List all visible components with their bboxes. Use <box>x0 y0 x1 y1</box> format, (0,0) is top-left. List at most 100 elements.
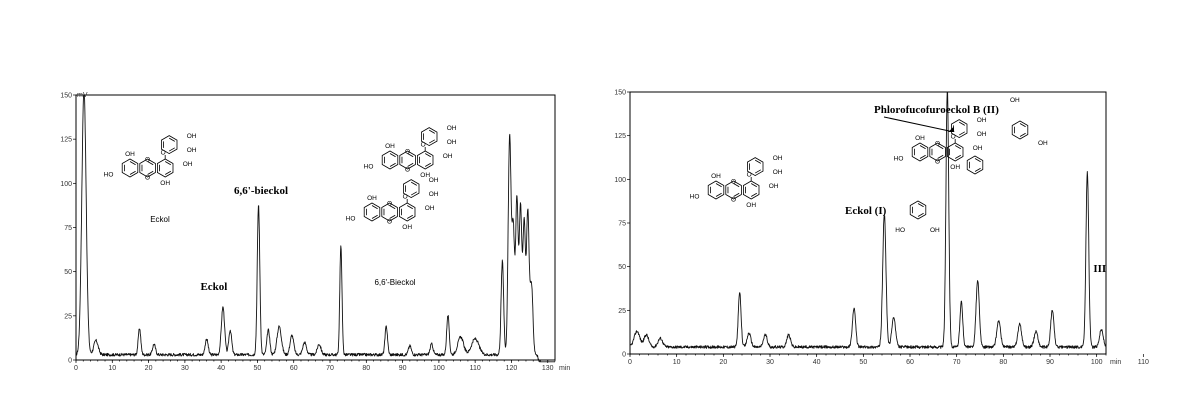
ho-label: HO <box>895 227 905 234</box>
benzene-ring <box>747 157 764 177</box>
chromatogram-trace <box>75 94 556 363</box>
double-bond <box>407 162 414 167</box>
ho-label: HO <box>690 193 700 200</box>
double-bond <box>410 191 417 196</box>
hydroxyl-label: OH <box>187 147 197 154</box>
double-bond <box>937 154 944 159</box>
hydroxyl-label: OH <box>977 131 987 138</box>
oxygen-atom: O <box>951 134 956 141</box>
double-bond <box>406 205 413 210</box>
benzene-ring <box>707 180 725 200</box>
double-bond <box>407 153 414 158</box>
hydroxyl-label: OH <box>773 155 783 162</box>
x-tick-label: 110 <box>470 365 481 372</box>
bieckol-structure-label: 6,6'-Bieckol <box>374 278 415 287</box>
oxygen-atom: O <box>161 150 166 157</box>
double-bond <box>1019 123 1026 128</box>
hydroxyl-label: OH <box>429 177 439 184</box>
double-bond <box>733 192 740 197</box>
pfe-upper-unit: O O O OH OH OH HO OH OH <box>894 117 987 171</box>
hydroxyl-label: OH <box>773 169 783 176</box>
x-unit-label: min <box>559 365 570 372</box>
peak-label-phlorofucofuroeckol: Phlorofucofuroeckol B (II) <box>874 104 999 116</box>
double-bond <box>168 137 175 142</box>
benzene-ring <box>363 202 381 222</box>
hydroxyl-label: OH <box>187 133 197 140</box>
x-tick-label: 90 <box>1046 359 1054 366</box>
y-tick-label: 125 <box>614 133 626 140</box>
eckol-structure: O O O OH OH OH HO OH OH <box>104 133 197 187</box>
x-tick-label: 40 <box>813 359 821 366</box>
x-tick-label: 130 <box>542 365 554 372</box>
benzene-ring <box>743 180 760 200</box>
double-bond <box>750 183 757 188</box>
x-tick-label: 70 <box>326 365 334 372</box>
hydroxyl-label: OH <box>930 227 940 234</box>
chromatogram-trace <box>629 91 1107 349</box>
hydroxyl-label: OH <box>711 173 721 180</box>
oxygen-atom: O <box>747 172 752 179</box>
oxygen-atom: O <box>405 149 410 156</box>
oxygen-atom: O <box>387 219 392 226</box>
x-tick-label: 50 <box>859 359 867 366</box>
y-tick-label: 50 <box>64 269 72 276</box>
benzene-ring <box>160 135 178 155</box>
double-bond <box>919 145 926 150</box>
x-tick-label: 50 <box>254 365 262 372</box>
x-tick-label: 30 <box>766 359 774 366</box>
double-bond <box>974 167 981 172</box>
double-bond <box>974 158 981 163</box>
hydroxyl-label: OH <box>125 151 135 158</box>
double-bond <box>129 161 136 166</box>
benzene-ring <box>966 155 984 175</box>
hydroxyl-label: OH <box>183 161 193 168</box>
benzene-ring <box>929 142 946 162</box>
benzene-ring <box>1011 120 1029 140</box>
x-tick-label: 80 <box>362 365 370 372</box>
benzene-ring <box>420 127 438 147</box>
double-bond <box>754 169 761 174</box>
benzene-ring <box>725 180 742 200</box>
x-tick-label: 120 <box>506 365 518 372</box>
x-tick-label: 90 <box>399 365 407 372</box>
ho-label: HO <box>364 163 374 170</box>
double-bond <box>917 212 924 217</box>
benzene-ring <box>399 150 416 170</box>
y-tick-label: 125 <box>60 137 72 144</box>
double-bond <box>389 162 396 167</box>
double-bond <box>389 153 396 158</box>
hydroxyl-label: OH <box>746 202 756 209</box>
x-tick-label: 10 <box>673 359 681 366</box>
double-bond <box>715 192 722 197</box>
benzene-ring <box>911 142 929 162</box>
hydroxyl-label: OH <box>385 143 395 150</box>
double-bond <box>937 145 944 150</box>
x-tick-label: 60 <box>290 365 298 372</box>
double-bond <box>750 192 757 197</box>
hydroxyl-label: OH <box>1010 97 1020 104</box>
benzene-ring <box>381 202 398 222</box>
y-tick-label: 0 <box>68 358 72 365</box>
hydroxyl-label: OH <box>977 117 987 124</box>
oxygen-atom: O <box>145 175 150 182</box>
oxygen-atom: O <box>935 159 940 166</box>
x-tick-label: 70 <box>953 359 961 366</box>
hydroxyl-label: OH <box>420 172 430 179</box>
oxygen-atom: O <box>421 142 426 149</box>
plot-frame <box>629 91 1107 355</box>
double-bond <box>164 170 171 175</box>
double-bond <box>406 214 413 219</box>
y-tick-label: 75 <box>618 221 626 228</box>
double-bond <box>147 170 154 175</box>
x-tick-label: 30 <box>181 365 189 372</box>
oxygen-atom: O <box>405 167 410 174</box>
eckol-structure-label: Eckol <box>150 215 170 224</box>
benzene-ring <box>398 202 416 222</box>
x-tick-label: 100 <box>1091 359 1103 366</box>
annotation-arrow <box>883 116 950 132</box>
hydroxyl-label: OH <box>973 145 983 152</box>
bieckol-upper-unit: O O O OH OH OH HO OH OH <box>364 125 457 179</box>
ho-label: HO <box>346 215 356 222</box>
